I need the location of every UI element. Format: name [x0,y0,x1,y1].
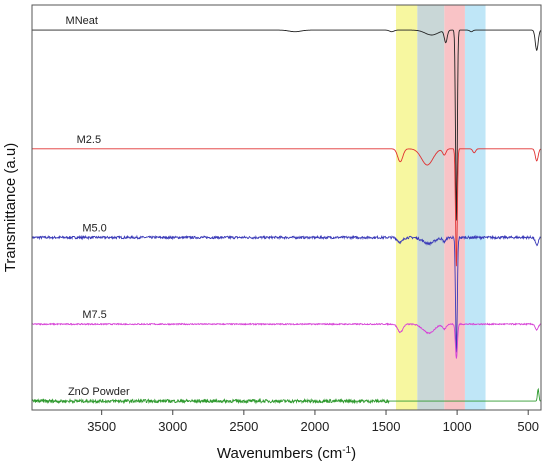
series-line-2 [31,234,542,353]
plot-frame [31,4,542,411]
x-tick-label-2: 2500 [229,419,258,434]
x-axis-title-suffix: ) [351,445,356,462]
x-tick-label-1: 3000 [158,419,187,434]
highlight-bands [395,5,486,410]
spectra-traces [31,29,542,405]
x-tick-label-5: 1000 [443,419,472,434]
series-line-0 [32,29,542,221]
x-axis-title-main: Wavenumbers (cm [217,445,342,462]
x-axis-title: Wavenumbers (cm-1) [217,445,356,463]
x-tick-label-4: 1500 [372,419,401,434]
x-tick-label-3: 2000 [300,419,329,434]
band-1 [417,5,445,410]
x-axis-ticks: 3500 3000 2500 2000 1500 1000 500 [87,410,539,434]
series-label-1: M2.5 [77,134,101,146]
x-tick-label-6: 500 [517,419,539,434]
series-label-4: ZnO Powder [68,386,130,398]
band-0 [395,5,418,410]
band-3 [464,5,486,410]
x-tick-label-0: 3500 [87,419,116,434]
series-label-0: MNeat [66,15,98,27]
series-label-3: M7.5 [82,309,106,321]
series-label-2: M5.0 [82,222,106,234]
y-axis-title: Transmittance (a.u) [2,143,19,273]
series-line-1 [32,148,542,267]
band-2 [444,5,465,410]
series-line-3 [31,322,541,359]
x-axis-title-sup: -1 [342,445,351,456]
series-line-4 [31,387,541,405]
series-labels: MNeat M2.5 M5.0 M7.5 ZnO Powder [66,15,130,398]
